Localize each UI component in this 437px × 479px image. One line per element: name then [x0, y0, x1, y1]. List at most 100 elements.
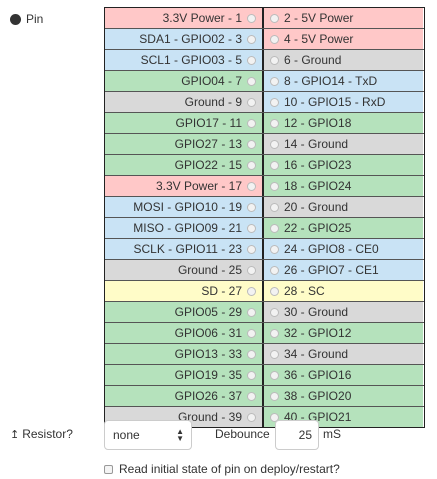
pin-radio[interactable] — [270, 202, 279, 212]
pin-row: GPIO04 - 7 8 - GPIO14 - TxD — [105, 71, 424, 92]
pin-cell-right[interactable]: 16 - GPIO23 — [264, 155, 423, 175]
debounce-label: Debounce — [215, 427, 270, 441]
pin-cell-left[interactable]: Ground - 9 — [105, 92, 264, 112]
pin-radio[interactable] — [270, 412, 279, 422]
pin-radio[interactable] — [270, 328, 279, 338]
pin-cell-left[interactable]: 3.3V Power - 17 — [105, 176, 264, 196]
pin-cell-right[interactable]: 8 - GPIO14 - TxD — [264, 71, 423, 91]
pin-radio[interactable] — [270, 139, 279, 149]
pin-cell-left[interactable]: GPIO13 - 33 — [105, 344, 264, 364]
pin-radio[interactable] — [247, 391, 256, 401]
pin-radio[interactable] — [270, 181, 279, 191]
pin-cell-left[interactable]: GPIO04 - 7 — [105, 71, 264, 91]
pin-radio[interactable] — [247, 97, 256, 107]
debounce-unit: mS — [323, 427, 341, 441]
pin-cell-left[interactable]: 3.3V Power - 1 — [105, 8, 264, 28]
pin-radio[interactable] — [270, 286, 279, 296]
pin-cell-right[interactable]: 10 - GPIO15 - RxD — [264, 92, 423, 112]
pin-cell-left[interactable]: SCLK - GPIO11 - 23 — [105, 239, 264, 259]
pin-cell-right[interactable]: 12 - GPIO18 — [264, 113, 423, 133]
pin-label-left: GPIO17 - 11 — [175, 116, 242, 130]
pin-row: GPIO26 - 37 38 - GPIO20 — [105, 386, 424, 407]
pin-radio[interactable] — [247, 370, 256, 380]
read-initial-option[interactable]: Read initial state of pin on deploy/rest… — [104, 462, 340, 476]
pin-radio[interactable] — [270, 118, 279, 128]
pin-cell-left[interactable]: GPIO17 - 11 — [105, 113, 264, 133]
debounce-input[interactable]: 25 — [275, 420, 319, 450]
pin-radio[interactable] — [247, 181, 256, 191]
pin-cell-left[interactable]: SDA1 - GPIO02 - 3 — [105, 29, 264, 49]
resistor-select[interactable]: none ▲ ▼ — [104, 420, 192, 450]
pin-radio[interactable] — [247, 13, 256, 23]
pin-radio[interactable] — [270, 370, 279, 380]
pin-radio[interactable] — [247, 412, 256, 422]
pin-cell-right[interactable]: 14 - Ground — [264, 134, 423, 154]
pin-radio[interactable] — [270, 265, 279, 275]
pin-cell-right[interactable]: 28 - SC — [264, 281, 423, 301]
pin-radio[interactable] — [247, 202, 256, 212]
pin-cell-right[interactable]: 32 - GPIO12 — [264, 323, 423, 343]
pin-cell-right[interactable]: 22 - GPIO25 — [264, 218, 423, 238]
pin-radio[interactable] — [247, 160, 256, 170]
pin-radio[interactable] — [247, 265, 256, 275]
pin-radio[interactable] — [247, 244, 256, 254]
pin-label-left: 3.3V Power - 1 — [162, 11, 242, 25]
pin-cell-right[interactable]: 2 - 5V Power — [264, 8, 423, 28]
pin-radio[interactable] — [270, 349, 279, 359]
pin-radio[interactable] — [270, 244, 279, 254]
pin-cell-right[interactable]: 36 - GPIO16 — [264, 365, 423, 385]
pin-cell-right[interactable]: 26 - GPIO7 - CE1 — [264, 260, 423, 280]
pin-radio[interactable] — [270, 160, 279, 170]
pin-radio[interactable] — [247, 286, 256, 296]
pin-radio[interactable] — [270, 391, 279, 401]
pin-cell-right[interactable]: 38 - GPIO20 — [264, 386, 423, 406]
pin-label-left: Ground - 39 — [177, 410, 242, 424]
pin-cell-left[interactable]: GPIO22 - 15 — [105, 155, 264, 175]
pin-row: Ground - 25 26 - GPIO7 - CE1 — [105, 260, 424, 281]
pin-cell-right[interactable]: 20 - Ground — [264, 197, 423, 217]
pin-radio[interactable] — [247, 55, 256, 65]
pin-radio[interactable] — [247, 307, 256, 317]
pin-row: SD - 27 28 - SC — [105, 281, 424, 302]
pin-radio[interactable] — [270, 76, 279, 86]
read-initial-checkbox[interactable] — [104, 464, 113, 474]
pin-radio[interactable] — [247, 139, 256, 149]
pin-radio[interactable] — [270, 34, 279, 44]
pin-radio[interactable] — [247, 118, 256, 128]
pin-label-right: 20 - Ground — [284, 200, 349, 214]
pin-cell-right[interactable]: 6 - Ground — [264, 50, 423, 70]
pin-cell-left[interactable]: SD - 27 — [105, 281, 264, 301]
pin-radio[interactable] — [270, 307, 279, 317]
pin-cell-right[interactable]: 18 - GPIO24 — [264, 176, 423, 196]
pin-cell-left[interactable]: Ground - 25 — [105, 260, 264, 280]
pin-row: GPIO19 - 35 36 - GPIO16 — [105, 365, 424, 386]
pin-cell-right[interactable]: 30 - Ground — [264, 302, 423, 322]
pin-radio[interactable] — [247, 76, 256, 86]
pin-row: 3.3V Power - 17 18 - GPIO24 — [105, 176, 424, 197]
pin-cell-left[interactable]: GPIO19 - 35 — [105, 365, 264, 385]
pin-radio[interactable] — [247, 349, 256, 359]
pin-label-right: 4 - 5V Power — [284, 32, 354, 46]
pin-label-right: 2 - 5V Power — [284, 11, 354, 25]
pin-cell-left[interactable]: MOSI - GPIO10 - 19 — [105, 197, 264, 217]
pin-radio[interactable] — [247, 34, 256, 44]
pin-radio[interactable] — [270, 97, 279, 107]
pin-cell-right[interactable]: 24 - GPIO8 - CE0 — [264, 239, 423, 259]
pin-label-right: 14 - Ground — [284, 137, 349, 151]
pin-radio[interactable] — [270, 13, 279, 23]
pin-cell-right[interactable]: 34 - Ground — [264, 344, 423, 364]
pin-radio[interactable] — [270, 223, 279, 233]
arrow-up-icon: ↥ — [10, 428, 20, 441]
pin-radio[interactable] — [247, 328, 256, 338]
pin-cell-left[interactable]: GPIO05 - 29 — [105, 302, 264, 322]
pin-radio[interactable] — [270, 55, 279, 65]
pin-cell-right[interactable]: 4 - 5V Power — [264, 29, 423, 49]
pin-cell-left[interactable]: GPIO06 - 31 — [105, 323, 264, 343]
pin-cell-left[interactable]: MISO - GPIO09 - 21 — [105, 218, 264, 238]
pin-label-left: GPIO04 - 7 — [181, 74, 242, 88]
pin-cell-left[interactable]: GPIO27 - 13 — [105, 134, 264, 154]
read-initial-label: Read initial state of pin on deploy/rest… — [119, 462, 340, 476]
pin-radio[interactable] — [247, 223, 256, 233]
pin-cell-left[interactable]: GPIO26 - 37 — [105, 386, 264, 406]
pin-cell-left[interactable]: SCL1 - GPIO03 - 5 — [105, 50, 264, 70]
